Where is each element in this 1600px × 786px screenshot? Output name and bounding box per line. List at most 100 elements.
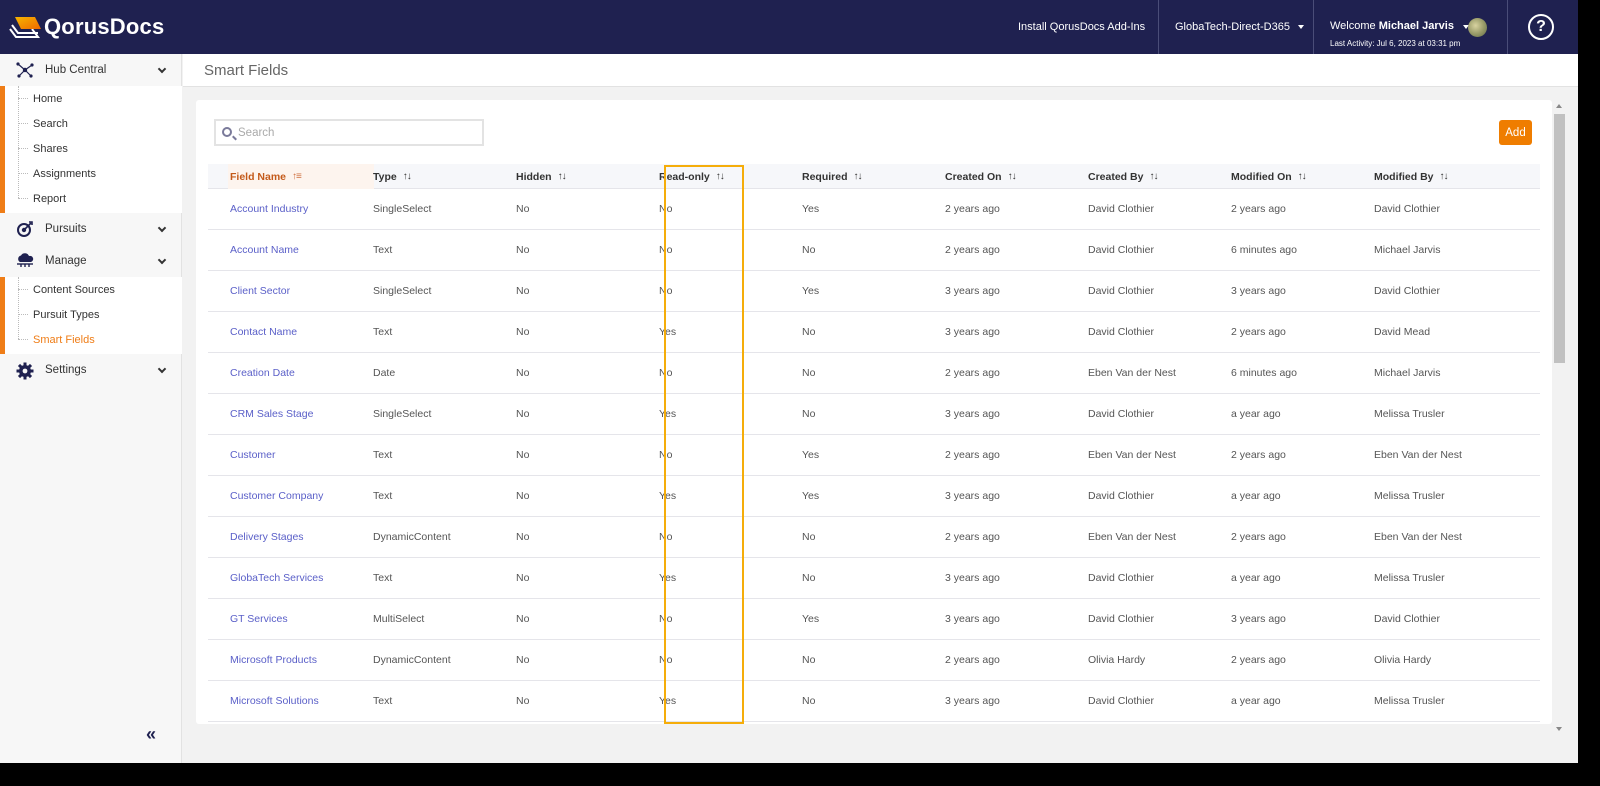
cell-read-only: Yes — [659, 572, 677, 584]
field-name-link[interactable]: Microsoft Products — [230, 654, 317, 666]
column-header-modified-on[interactable]: Modified On ↑↓ — [1231, 164, 1307, 189]
page-title: Smart Fields — [204, 62, 289, 79]
field-name-link[interactable]: GlobaTech Services — [230, 572, 324, 584]
qorusdocs-logo-icon — [8, 13, 42, 41]
cell-required: No — [802, 654, 816, 666]
table-row[interactable]: GlobaTech Services Text No Yes No 3 years ago… — [208, 558, 1540, 599]
install-addins-link[interactable]: Install QorusDocs Add-Ins — [1018, 0, 1145, 54]
table-row[interactable]: Delivery Stages DynamicContent No No No 2 yea… — [208, 517, 1540, 558]
cell-required: No — [802, 408, 816, 420]
cell-modified-on: a year ago — [1231, 490, 1281, 502]
column-header-created-by[interactable]: Created By ↑↓ — [1088, 164, 1158, 189]
field-name-link[interactable]: Contact Name — [230, 326, 298, 338]
cell-modified-by: David Mead — [1374, 326, 1431, 338]
cell-read-only: No — [659, 367, 673, 379]
field-name-link[interactable]: Account Name — [230, 244, 299, 256]
sidebar-item-shares[interactable]: Shares — [18, 136, 68, 161]
table-row[interactable]: Customer Text No No Yes 2 years ago Eben Van d… — [208, 435, 1540, 476]
cell-type: Text — [373, 572, 393, 584]
cell-created-by: David Clothier — [1088, 326, 1154, 338]
active-section-bar — [0, 277, 5, 354]
table-row[interactable]: Account Industry SingleSelect No No Yes 2 yea… — [208, 189, 1540, 230]
field-name-link[interactable]: Customer — [230, 449, 276, 461]
divider — [1507, 0, 1508, 54]
sidebar-group-settings[interactable]: Settings — [0, 354, 182, 386]
sidebar-group-label: Hub Central — [45, 64, 107, 76]
cell-hidden: No — [516, 572, 530, 584]
cell-type: SingleSelect — [373, 203, 432, 215]
field-name-link[interactable]: Microsoft Solutions — [230, 695, 319, 707]
chevron-down-icon[interactable] — [157, 364, 167, 374]
cell-modified-by: Melissa Trusler — [1374, 490, 1445, 502]
collapse-sidebar-icon[interactable]: « — [146, 724, 157, 744]
table-row[interactable]: CRM Sales Stage SingleSelect No Yes No 3 year… — [208, 394, 1540, 435]
cell-read-only: No — [659, 613, 673, 625]
scroll-down-arrow-icon[interactable] — [1556, 727, 1562, 731]
scroll-up-arrow-icon[interactable] — [1556, 104, 1562, 108]
column-header-modified-by[interactable]: Modified By ↑↓ — [1374, 164, 1449, 189]
column-label: Read-only — [659, 170, 710, 183]
cloud-network-icon — [16, 253, 34, 269]
chevron-down-icon[interactable] — [157, 255, 167, 265]
chevron-down-icon[interactable] — [157, 223, 167, 233]
cell-hidden: No — [516, 244, 530, 256]
search-input[interactable] — [238, 123, 478, 143]
column-header-hidden[interactable]: Hidden ↑↓ — [516, 164, 567, 189]
cell-modified-on: 3 years ago — [1231, 285, 1286, 297]
table-row[interactable]: Client Sector SingleSelect No No Yes 3 years … — [208, 271, 1540, 312]
welcome-text[interactable]: Welcome Michael Jarvis — [1330, 20, 1469, 32]
add-button[interactable]: Add — [1499, 120, 1532, 145]
cell-modified-by: Melissa Trusler — [1374, 408, 1445, 420]
avatar[interactable] — [1468, 18, 1487, 37]
caret-down-icon — [1463, 25, 1469, 29]
welcome-prefix: Welcome — [1330, 20, 1376, 32]
column-header-read-only[interactable]: Read-only ↑↓ — [659, 164, 725, 189]
field-name-link[interactable]: CRM Sales Stage — [230, 408, 314, 420]
field-name-link[interactable]: Client Sector — [230, 285, 291, 297]
table-row[interactable]: GT Services MultiSelect No No Yes 3 years ago… — [208, 599, 1540, 640]
sidebar-group-hub-central[interactable]: Hub Central — [0, 54, 182, 86]
logo[interactable]: QorusDocs — [8, 12, 164, 42]
field-name-link[interactable]: GT Services — [230, 613, 288, 625]
sidebar-item-pursuit-types[interactable]: Pursuit Types — [18, 302, 99, 327]
table-row[interactable]: Customer Company Text No Yes Yes 3 years ago D… — [208, 476, 1540, 517]
cell-type: SingleSelect — [373, 408, 432, 420]
cell-hidden: No — [516, 326, 530, 338]
cell-required: Yes — [802, 203, 820, 215]
field-name-link[interactable]: Account Industry — [230, 203, 309, 215]
scroll-thumb[interactable] — [1554, 114, 1565, 363]
table-row[interactable]: Microsoft Solutions Text No Yes No 3 years ag… — [208, 681, 1540, 722]
field-name-link[interactable]: Delivery Stages — [230, 531, 304, 543]
hub-central-submenu: Home Search Shares Assignments Report — [0, 86, 182, 213]
search-box[interactable] — [214, 119, 484, 146]
tenant-dropdown[interactable]: GlobaTech-Direct-D365 — [1175, 0, 1304, 54]
sidebar-item-smart-fields[interactable]: Smart Fields — [18, 327, 95, 352]
table-row[interactable]: Account Name Text No No No 2 years ago David C… — [208, 230, 1540, 271]
help-icon[interactable]: ? — [1528, 14, 1554, 40]
sort-ascending-icon: ↑≡ — [292, 171, 302, 182]
sidebar-group-manage[interactable]: Manage — [0, 245, 182, 277]
table-row[interactable]: Microsoft Products DynamicContent No No No 2 … — [208, 640, 1540, 681]
field-name-link[interactable]: Creation Date — [230, 367, 295, 379]
scrollbar[interactable] — [1552, 100, 1568, 736]
field-name-link[interactable]: Customer Company — [230, 490, 324, 502]
cell-modified-on: 2 years ago — [1231, 654, 1286, 666]
column-header-required[interactable]: Required ↑↓ — [802, 164, 863, 189]
cell-modified-on: 2 years ago — [1231, 531, 1286, 543]
sidebar-group-pursuits[interactable]: Pursuits — [0, 213, 182, 245]
sidebar-item-search[interactable]: Search — [18, 111, 68, 136]
table-row[interactable]: Creation Date Date No No No 2 years ago Eben V… — [208, 353, 1540, 394]
column-header-field-name[interactable]: Field Name ↑≡ — [230, 164, 302, 189]
sidebar-item-report[interactable]: Report — [18, 186, 66, 211]
sidebar-item-home[interactable]: Home — [18, 86, 62, 111]
chevron-down-icon[interactable] — [157, 64, 167, 74]
cell-created-by: David Clothier — [1088, 613, 1154, 625]
column-header-created-on[interactable]: Created On ↑↓ — [945, 164, 1017, 189]
sidebar-item-content-sources[interactable]: Content Sources — [18, 277, 115, 302]
column-header-type[interactable]: Type ↑↓ — [373, 164, 412, 189]
cell-modified-by: Eben Van der Nest — [1374, 449, 1462, 461]
cell-read-only: Yes — [659, 326, 677, 338]
sidebar-item-assignments[interactable]: Assignments — [18, 161, 96, 186]
cell-hidden: No — [516, 613, 530, 625]
table-row[interactable]: Contact Name Text No Yes No 3 years ago David … — [208, 312, 1540, 353]
